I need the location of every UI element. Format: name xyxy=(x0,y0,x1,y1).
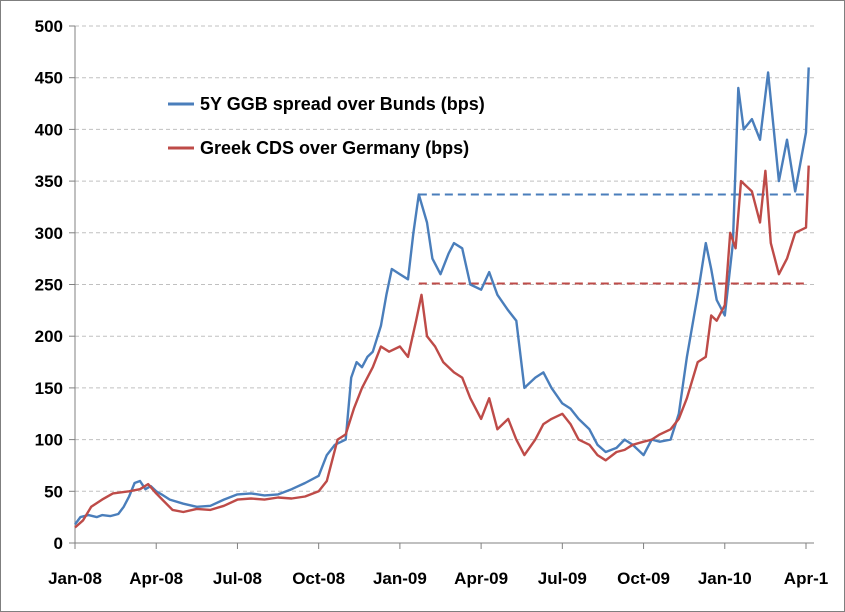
y-tick-label: 150 xyxy=(35,379,63,398)
x-tick-label: Apr-1 xyxy=(784,569,828,588)
series-line-cds xyxy=(74,165,810,529)
y-tick-label: 500 xyxy=(35,17,63,36)
y-tick-label: 100 xyxy=(35,431,63,450)
y-tick-label: 0 xyxy=(54,534,63,553)
legend-label-ggb: 5Y GGB spread over Bunds (bps) xyxy=(200,94,485,114)
y-tick-label: 400 xyxy=(35,120,63,139)
x-tick-label: Jan-09 xyxy=(373,569,427,588)
y-tick-label: 50 xyxy=(44,482,63,501)
x-tick-label: Jan-08 xyxy=(48,569,102,588)
y-tick-label: 300 xyxy=(35,224,63,243)
y-axis-tick-labels: 0 50 100 150 200 250 300 350 400 450 500 xyxy=(35,17,63,553)
y-tick-label: 200 xyxy=(35,327,63,346)
x-tick-label: Oct-08 xyxy=(292,569,345,588)
x-tick-label: Jul-08 xyxy=(213,569,262,588)
x-tick-label: Jan-10 xyxy=(698,569,752,588)
x-tick-label: Oct-09 xyxy=(617,569,670,588)
y-tick-label: 450 xyxy=(35,69,63,88)
legend: 5Y GGB spread over Bunds (bps) Greek CDS… xyxy=(168,94,485,158)
x-tick-label: Jul-09 xyxy=(538,569,587,588)
axes xyxy=(69,25,814,549)
reference-lines xyxy=(418,193,809,285)
x-axis-tick-labels: Jan-08 Apr-08 Jul-08 Oct-08 Jan-09 Apr-09 Jul-… xyxy=(48,569,828,588)
x-tick-label: Apr-09 xyxy=(454,569,508,588)
series-lines xyxy=(74,67,810,529)
legend-label-cds: Greek CDS over Germany (bps) xyxy=(200,138,469,158)
y-tick-label: 350 xyxy=(35,172,63,191)
x-tick-label: Apr-08 xyxy=(129,569,183,588)
y-tick-label: 250 xyxy=(35,276,63,295)
series-line-ggb xyxy=(74,67,810,526)
